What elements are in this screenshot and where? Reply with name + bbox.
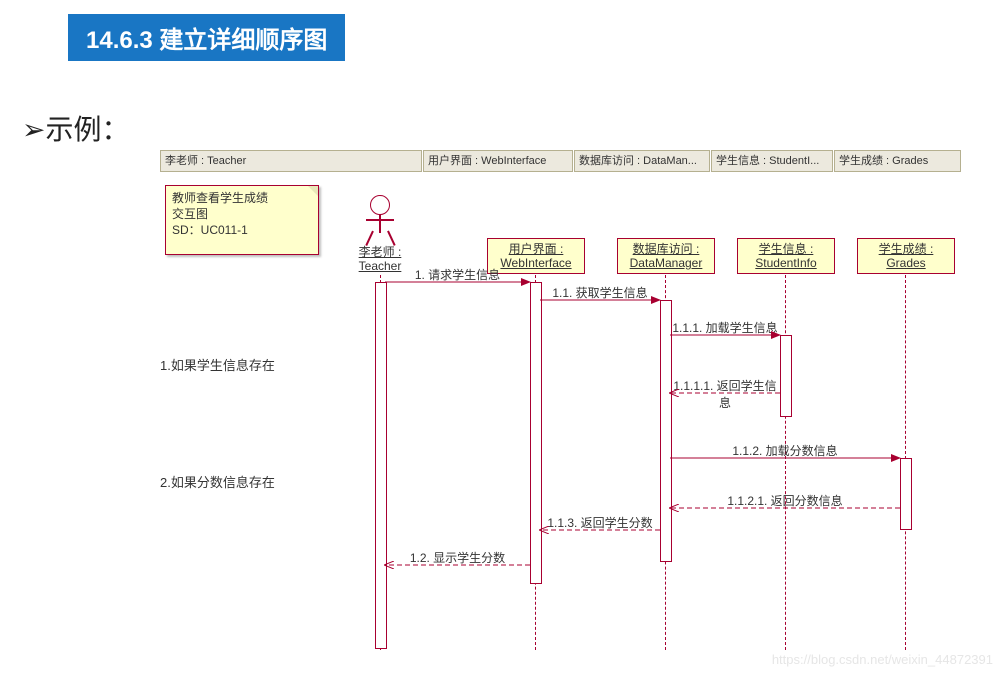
example-label: ➢示例：: [22, 108, 129, 148]
message-layer: [160, 150, 980, 670]
watermark: https://blog.csdn.net/weixin_44872391: [772, 652, 993, 667]
sequence-diagram: 李老师 : Teacher用户界面 : WebInterface数据库访问 : …: [160, 150, 980, 670]
section-title: 14.6.3 建立详细顺序图: [68, 14, 345, 61]
